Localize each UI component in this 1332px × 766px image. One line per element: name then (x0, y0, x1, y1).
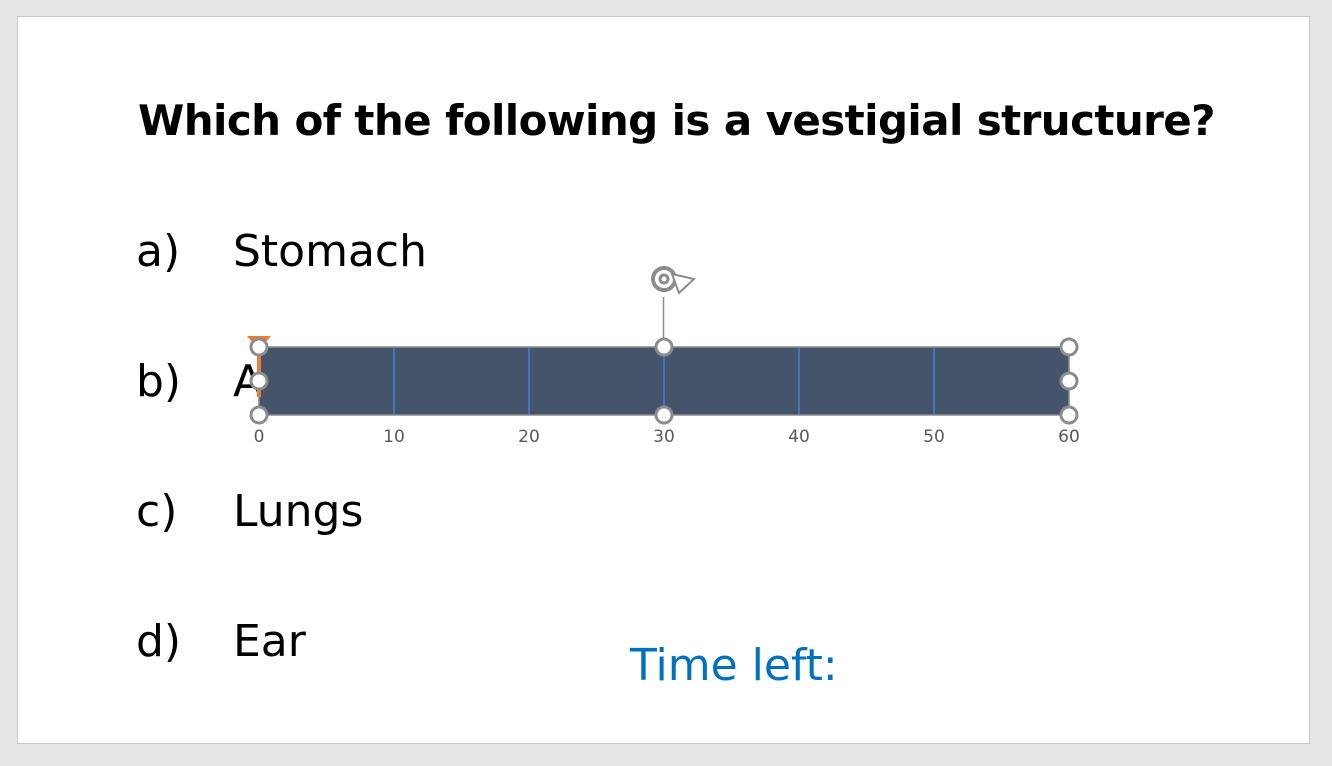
resize-handle-middle-left[interactable] (249, 371, 269, 391)
timeline-tick-label: 50 (923, 427, 945, 447)
resize-handle-bottom-right[interactable] (1059, 405, 1079, 425)
resize-handle-top-right[interactable] (1059, 337, 1079, 357)
resize-handle-bottom-left[interactable] (249, 405, 269, 425)
option-a-letter: a) (136, 226, 181, 277)
option-c-letter: c) (136, 486, 178, 537)
timeline-tick-label: 0 (254, 427, 265, 447)
option-b-letter: b) (136, 356, 182, 407)
resize-handle-bottom-center[interactable] (654, 405, 674, 425)
option-d-letter: d) (136, 616, 182, 667)
question-title[interactable]: Which of the following is a vestigial st… (138, 96, 1216, 145)
timeline-tick-label: 10 (383, 427, 405, 447)
timeline-tick-label: 20 (518, 427, 540, 447)
rotate-handle-icon[interactable] (651, 266, 697, 295)
option-a-text[interactable]: Stomach (233, 226, 428, 277)
timeline-tick-label: 30 (653, 427, 675, 447)
resize-handle-top-left[interactable] (249, 337, 269, 357)
resize-handle-top-center[interactable] (654, 337, 674, 357)
time-left-label[interactable]: Time left: (630, 640, 838, 691)
resize-handle-middle-right[interactable] (1059, 371, 1079, 391)
timeline-tick-label: 40 (788, 427, 810, 447)
option-c-text[interactable]: Lungs (233, 486, 364, 537)
timeline-tick-label: 60 (1058, 427, 1080, 447)
option-d-text[interactable]: Ear (233, 616, 306, 667)
